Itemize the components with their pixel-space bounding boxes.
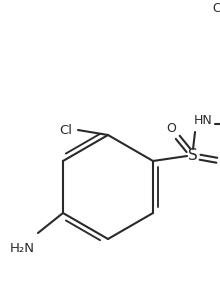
Text: CH₃: CH₃ — [212, 2, 220, 15]
Text: Cl: Cl — [59, 124, 73, 137]
Text: HN: HN — [194, 114, 212, 127]
Text: S: S — [188, 149, 198, 163]
Text: O: O — [166, 123, 176, 136]
Text: H₂N: H₂N — [9, 243, 35, 255]
